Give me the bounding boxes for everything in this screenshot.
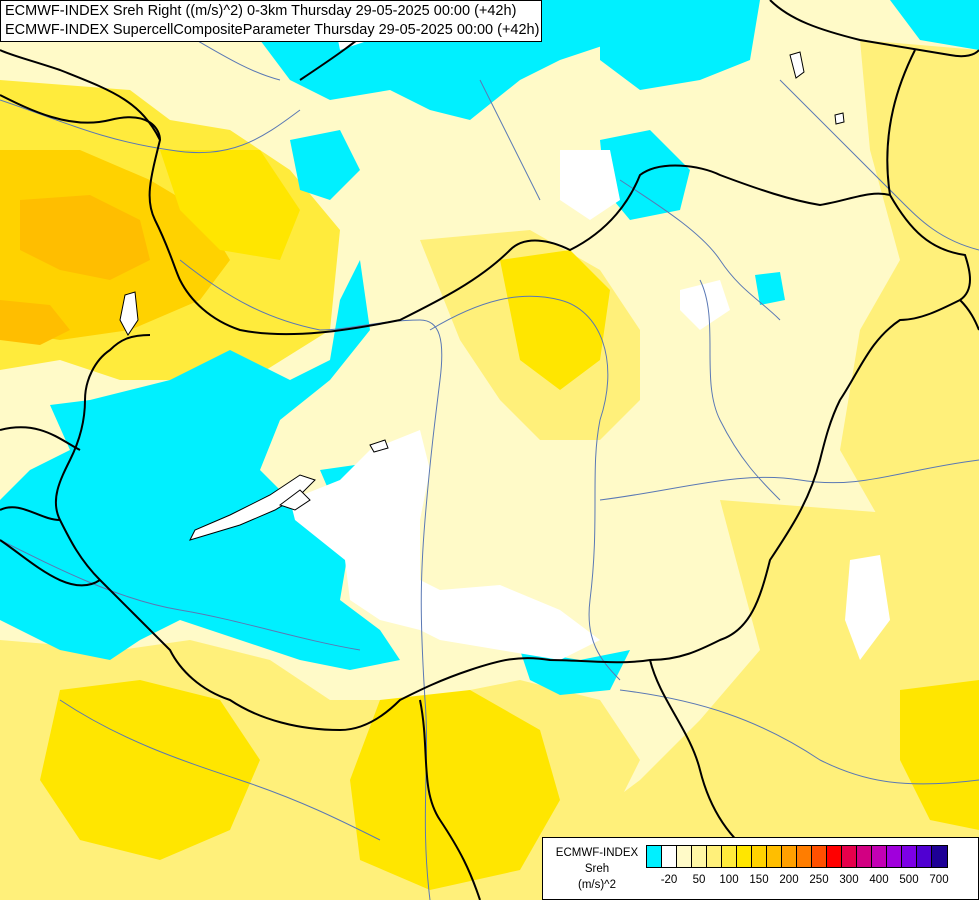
legend-swatch [872, 846, 887, 867]
legend-swatch [842, 846, 857, 867]
legend-tick-label: 500 [899, 874, 919, 886]
legend-swatch [812, 846, 827, 867]
title-line-sreh: ECMWF-INDEX Sreh Right ((m/s)^2) 0-3km T… [5, 3, 517, 19]
legend-swatch [662, 846, 677, 867]
legend-tick-label: 400 [869, 874, 889, 886]
legend-swatch [707, 846, 722, 867]
legend-tick-label: -20 [660, 874, 678, 886]
legend-unit-label: (m/s)^2 [578, 879, 616, 891]
legend-swatch [647, 846, 662, 867]
legend-swatch [902, 846, 917, 867]
legend-tick-label: 50 [692, 874, 706, 886]
legend-tick-label: 200 [779, 874, 799, 886]
color-legend: ECMWF-INDEX Sreh (m/s)^2 -20 50 100 150 200 2… [542, 837, 979, 900]
lakes [119, 51, 845, 541]
legend-tick-label: 100 [719, 874, 739, 886]
legend-swatch [752, 846, 767, 867]
legend-tick-label: 150 [749, 874, 769, 886]
legend-swatch [797, 846, 812, 867]
legend-tick-label: 700 [929, 874, 949, 886]
legend-tick-labels: -20 50 100 150 200 250 300 400 500 700 [646, 874, 976, 890]
legend-parameter-label: Sreh [584, 863, 610, 875]
legend-model-label: ECMWF-INDEX [555, 847, 639, 859]
sreh-field-yellow [0, 40, 979, 900]
sreh-field-orange [0, 150, 300, 345]
legend-tick-label: 250 [809, 874, 829, 886]
legend-swatch [737, 846, 752, 867]
legend-swatch [722, 846, 737, 867]
map-title-box: ECMWF-INDEX Sreh Right ((m/s)^2) 0-3km T… [0, 0, 542, 42]
legend-tick-label: 300 [839, 874, 859, 886]
legend-color-bar [646, 845, 948, 868]
legend-swatch [887, 846, 902, 867]
legend-swatch [782, 846, 797, 867]
legend-swatch [692, 846, 707, 867]
legend-swatch [767, 846, 782, 867]
legend-swatch [932, 846, 947, 867]
legend-swatch [917, 846, 932, 867]
legend-swatch [677, 846, 692, 867]
legend-swatch [827, 846, 842, 867]
title-line-scp: ECMWF-INDEX SupercellCompositeParameter … [5, 22, 540, 38]
rivers [0, 19, 979, 900]
legend-swatch [857, 846, 872, 867]
